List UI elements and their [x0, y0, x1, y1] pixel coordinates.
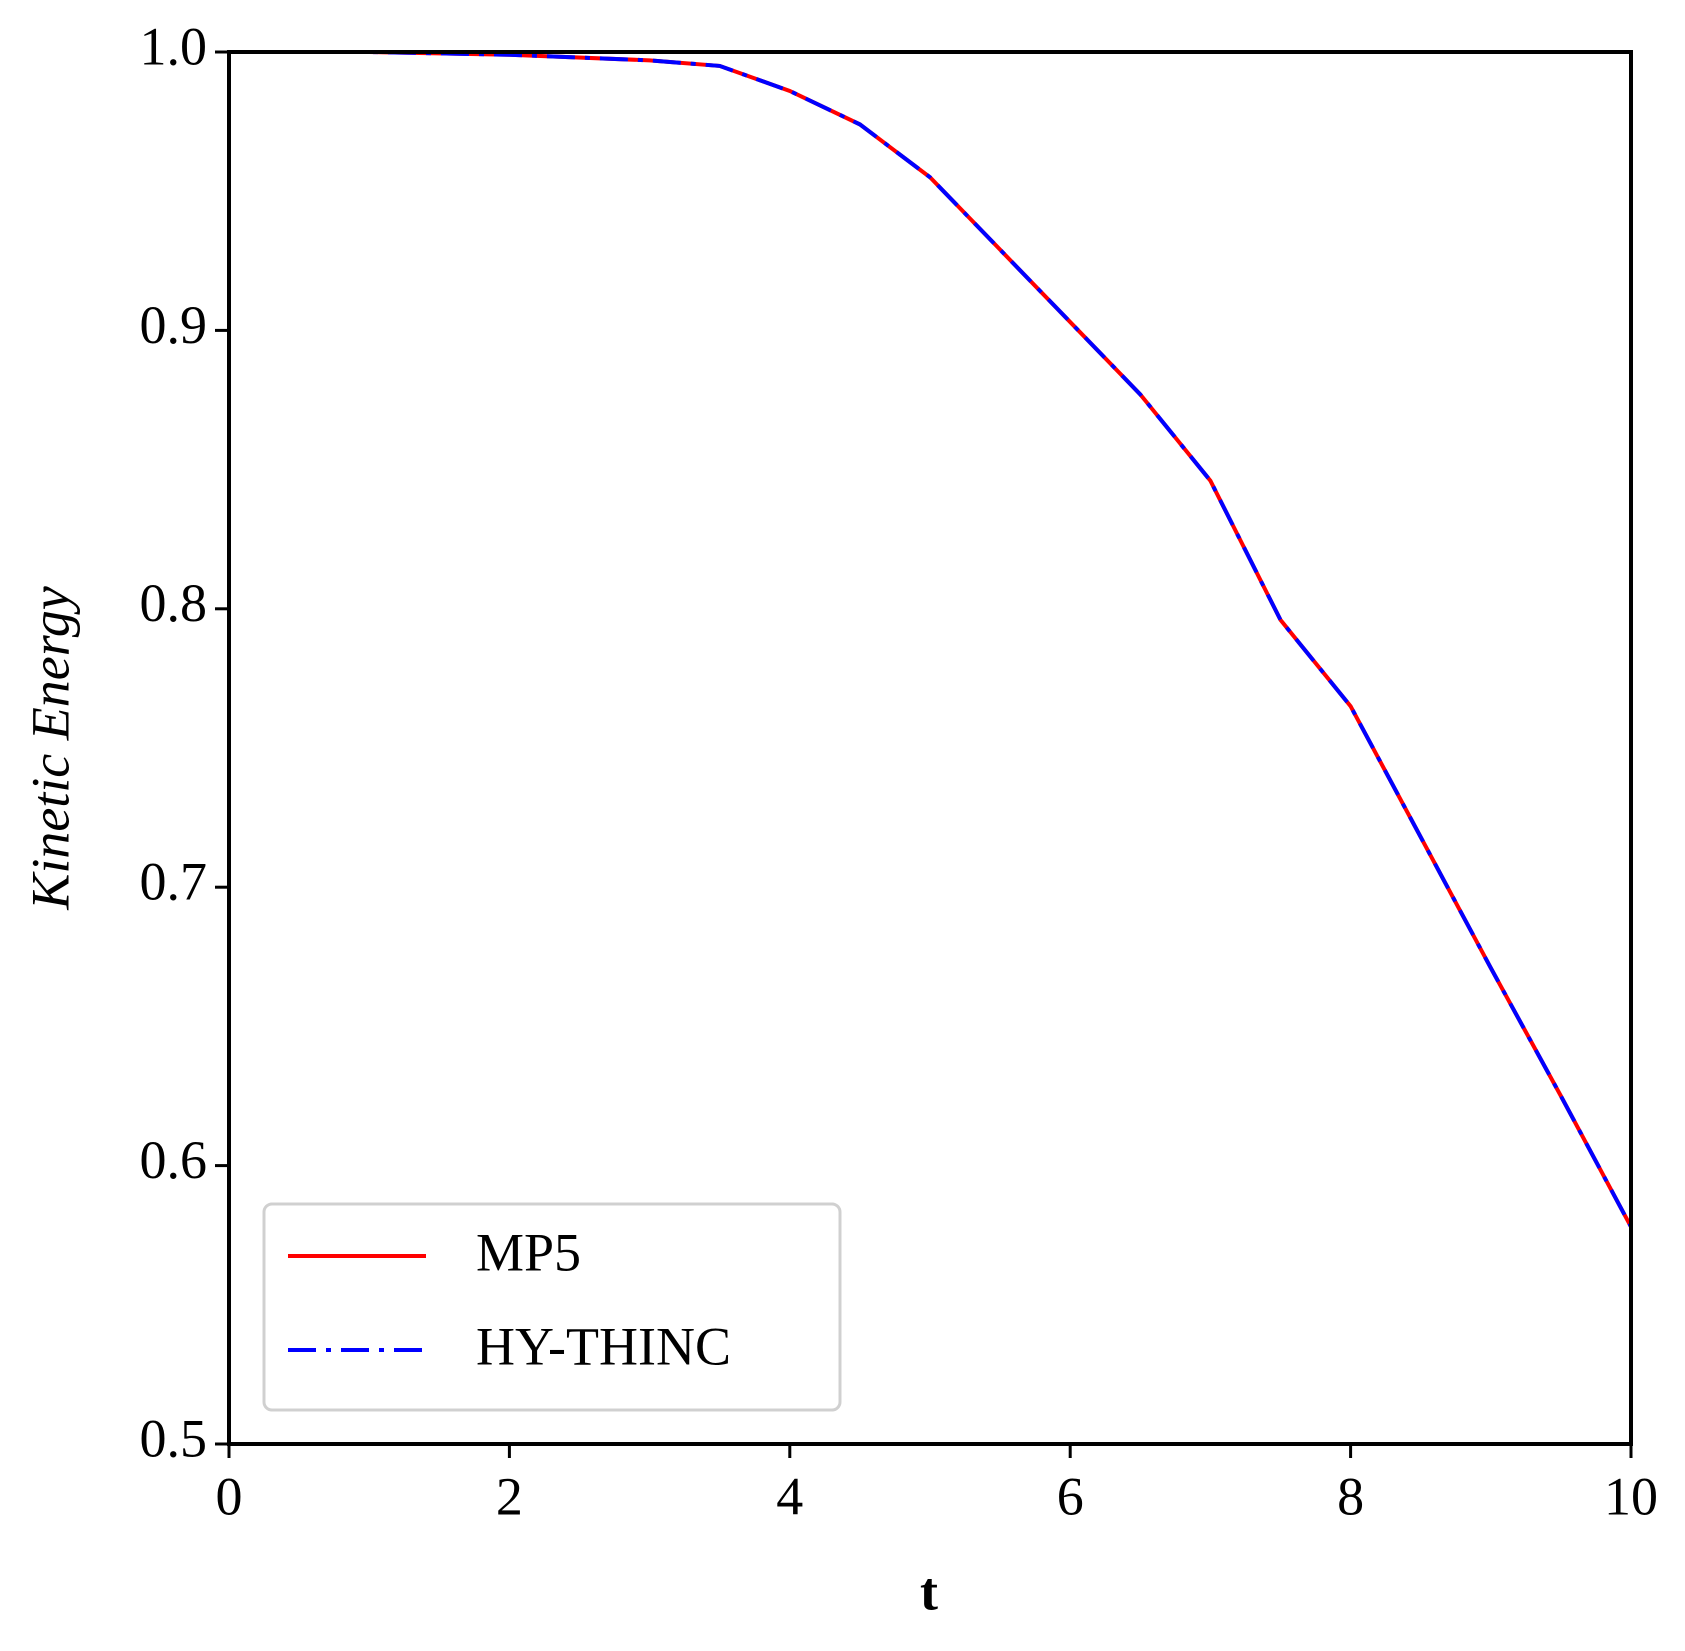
x-tick-label: 4 [776, 1466, 803, 1526]
legend-label: MP5 [476, 1222, 581, 1282]
y-tick-label: 0.6 [140, 1130, 208, 1190]
x-tick-label: 6 [1057, 1466, 1084, 1526]
y-axis-label: Kinetic Energy [20, 586, 80, 910]
plot-frame [227, 50, 1633, 1446]
legend-label: HY-THINC [476, 1316, 731, 1376]
x-axis-label: t [920, 1561, 938, 1621]
y-tick-label: 1.0 [140, 16, 208, 76]
x-tick-label: 10 [1604, 1466, 1658, 1526]
x-tick-label: 2 [496, 1466, 523, 1526]
y-tick-label: 0.9 [140, 295, 208, 355]
y-tick-label: 0.8 [140, 573, 208, 633]
line-series [229, 50, 1633, 1228]
y-tick-label: 0.7 [140, 852, 208, 912]
line-series [229, 50, 1633, 1228]
y-tick-label: 0.5 [140, 1408, 208, 1468]
x-tick-label: 8 [1337, 1466, 1364, 1526]
x-tick-label: 0 [216, 1466, 243, 1526]
